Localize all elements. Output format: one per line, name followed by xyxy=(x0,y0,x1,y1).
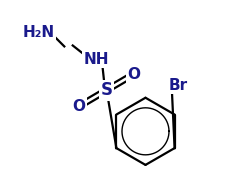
Text: NH: NH xyxy=(83,52,109,67)
Text: O: O xyxy=(127,67,140,82)
Text: O: O xyxy=(73,99,86,114)
Text: H₂N: H₂N xyxy=(23,25,55,40)
Text: Br: Br xyxy=(168,78,188,93)
Text: S: S xyxy=(100,81,112,99)
